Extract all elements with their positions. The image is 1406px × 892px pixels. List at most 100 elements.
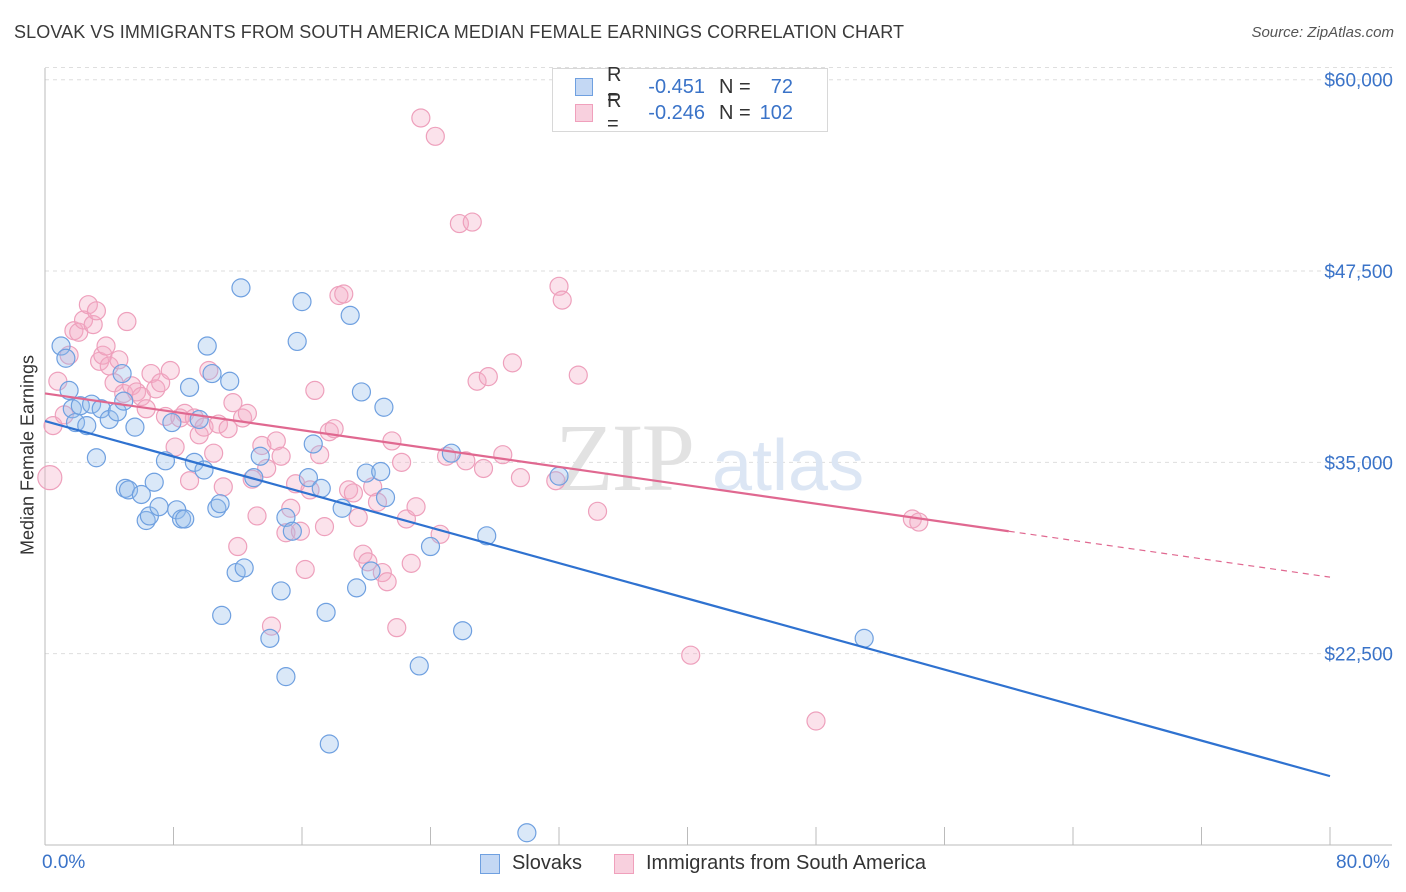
point-immigrants bbox=[281, 498, 301, 518]
point-slovaks bbox=[86, 448, 107, 468]
point-slovaks bbox=[149, 497, 169, 517]
point-immigrants bbox=[213, 477, 233, 497]
point-immigrants bbox=[401, 553, 421, 573]
point-immigrants bbox=[473, 458, 494, 479]
point-immigrants bbox=[462, 212, 482, 232]
point-slovaks bbox=[340, 305, 360, 326]
point-slovaks bbox=[375, 487, 396, 508]
point-immigrants bbox=[377, 572, 397, 592]
chart-title: SLOVAK VS IMMIGRANTS FROM SOUTH AMERICA … bbox=[14, 22, 905, 42]
point-slovaks bbox=[197, 336, 217, 356]
point-slovaks bbox=[292, 292, 312, 312]
point-immigrants bbox=[204, 443, 224, 463]
legend-r-value: -0.246 bbox=[648, 101, 705, 124]
point-immigrants bbox=[587, 501, 608, 521]
point-immigrants bbox=[510, 468, 531, 488]
watermark-zip: ZIP bbox=[555, 404, 693, 511]
point-immigrants bbox=[806, 711, 826, 731]
point-slovaks bbox=[453, 621, 473, 641]
point-immigrants bbox=[117, 311, 137, 332]
point-slovaks bbox=[77, 416, 97, 436]
point-immigrants bbox=[86, 301, 107, 321]
point-slovaks bbox=[131, 484, 151, 505]
legend-row-slovaks: R = -0.451 N = 72 bbox=[575, 64, 793, 109]
point-immigrants bbox=[552, 290, 572, 310]
series-legend: Slovaks Immigrants from South America bbox=[0, 852, 1406, 875]
series-immigrants-points bbox=[37, 88, 929, 731]
point-slovaks bbox=[114, 391, 134, 411]
point-immigrants bbox=[276, 523, 296, 543]
point-slovaks bbox=[316, 602, 336, 622]
series-slovaks-points bbox=[51, 278, 874, 843]
legend-swatch-immigrants bbox=[613, 853, 634, 874]
point-immigrants bbox=[179, 471, 200, 491]
point-immigrants bbox=[223, 393, 243, 413]
point-immigrants bbox=[391, 452, 412, 472]
point-immigrants bbox=[568, 365, 588, 385]
y-tick-labels: $22,500 $35,000 $47,500 $60,000 bbox=[1324, 71, 1393, 666]
point-slovaks bbox=[319, 734, 339, 754]
point-slovaks bbox=[112, 363, 132, 384]
point-slovaks bbox=[56, 348, 76, 368]
point-slovaks bbox=[99, 409, 119, 430]
y-tick-label: $47,500 bbox=[1324, 262, 1393, 283]
point-slovaks bbox=[162, 412, 182, 433]
point-immigrants bbox=[247, 506, 267, 526]
legend-swatch-immigrants bbox=[575, 104, 593, 122]
point-immigrants bbox=[228, 536, 248, 557]
point-immigrants bbox=[343, 483, 363, 503]
x-axis-max-label: 80.0% bbox=[1336, 852, 1390, 873]
trend-line-immigrants-extrapolated bbox=[1008, 530, 1331, 578]
axes bbox=[44, 68, 1392, 846]
point-immigrants bbox=[305, 380, 325, 401]
point-immigrants bbox=[160, 360, 180, 381]
point-slovaks bbox=[420, 536, 441, 557]
point-slovaks bbox=[282, 521, 302, 541]
point-slovaks bbox=[91, 399, 111, 419]
point-immigrants bbox=[411, 108, 431, 128]
point-slovaks bbox=[303, 434, 323, 454]
y-tick-label: $22,500 bbox=[1324, 645, 1393, 666]
legend-label-immigrants: Immigrants from South America bbox=[645, 852, 927, 874]
point-immigrants bbox=[295, 559, 315, 580]
point-slovaks bbox=[118, 480, 139, 500]
legend-swatch-slovaks bbox=[575, 78, 593, 96]
legend-n-label: N = bbox=[719, 101, 751, 124]
y-tick-label: $35,000 bbox=[1324, 453, 1393, 474]
point-slovaks bbox=[202, 363, 222, 384]
point-slovaks bbox=[371, 461, 391, 482]
point-slovaks bbox=[220, 371, 240, 391]
point-immigrants bbox=[37, 465, 63, 491]
legend-item-immigrants: Immigrants from South America bbox=[613, 852, 927, 875]
watermark-atlas: atlas bbox=[712, 426, 864, 506]
point-slovaks bbox=[175, 509, 195, 529]
point-immigrants bbox=[290, 521, 310, 541]
legend-r-label: R = bbox=[607, 90, 622, 135]
legend-n-value: 102 bbox=[759, 101, 793, 124]
legend-r-label: R = bbox=[607, 64, 622, 109]
point-slovaks bbox=[231, 278, 251, 298]
point-immigrants bbox=[681, 645, 701, 665]
trend-lines bbox=[44, 392, 1331, 778]
y-axis-label: Median Female Earnings bbox=[17, 354, 38, 556]
legend-r-value: -0.451 bbox=[648, 75, 705, 98]
trend-line-immigrants bbox=[44, 392, 1009, 533]
point-immigrants bbox=[348, 507, 368, 528]
legend-item-slovaks: Slovaks bbox=[479, 852, 582, 875]
point-immigrants bbox=[334, 284, 354, 304]
point-immigrants bbox=[314, 517, 335, 537]
point-slovaks bbox=[260, 628, 280, 648]
point-slovaks bbox=[59, 380, 79, 401]
point-slovaks bbox=[298, 468, 319, 488]
point-immigrants bbox=[310, 445, 330, 465]
legend-row-immigrants: R = -0.246 N = 102 bbox=[575, 90, 793, 135]
point-immigrants bbox=[199, 360, 219, 381]
point-immigrants bbox=[502, 353, 523, 373]
point-immigrants bbox=[96, 336, 116, 356]
point-immigrants bbox=[387, 618, 407, 638]
point-immigrants bbox=[261, 616, 282, 636]
point-slovaks bbox=[477, 526, 497, 546]
point-slovaks bbox=[212, 605, 232, 626]
point-slovaks bbox=[351, 382, 372, 402]
